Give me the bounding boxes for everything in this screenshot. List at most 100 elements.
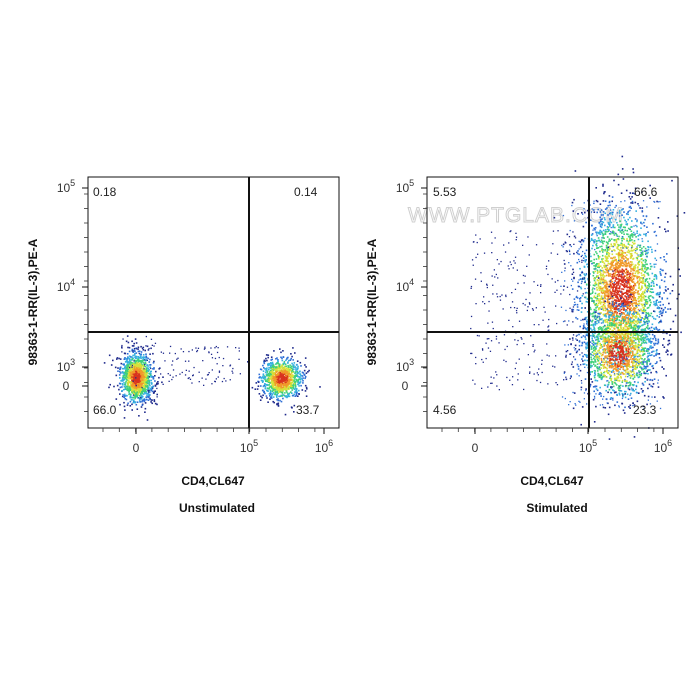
event-dot [294, 371, 297, 373]
event-dot [642, 297, 645, 299]
event-dot [651, 272, 654, 275]
event-dot [601, 248, 603, 250]
event-dot [597, 208, 599, 211]
event-dot [584, 280, 586, 282]
event-dot [607, 262, 610, 265]
event-dot [595, 265, 597, 267]
event-dot [134, 368, 136, 371]
event-dot [130, 374, 133, 377]
event-dot [622, 256, 624, 258]
event-dot [262, 385, 265, 388]
event-dot [629, 285, 631, 287]
event-dot [138, 377, 140, 380]
event-dot [154, 375, 156, 377]
event-dot [295, 393, 298, 395]
event-dot [282, 374, 285, 376]
event-dot [138, 374, 140, 376]
event-dot [600, 239, 603, 242]
event-dot [637, 255, 640, 258]
event-dot [631, 236, 634, 238]
event-dot [238, 358, 240, 360]
event-dot [124, 357, 126, 359]
event-dot [275, 363, 277, 365]
event-dot [632, 257, 635, 260]
event-dot [276, 366, 278, 369]
event-dot [634, 361, 637, 363]
event-dot [180, 348, 182, 350]
event-dot [617, 224, 619, 226]
event-dot [133, 354, 136, 356]
event-dot [637, 300, 640, 303]
event-dot [134, 350, 136, 353]
event-dot [579, 298, 581, 300]
event-dot [566, 233, 569, 236]
event-dot [132, 386, 134, 389]
event-dot [277, 387, 280, 390]
event-dot [145, 373, 148, 375]
event-dot [609, 233, 612, 235]
event-dot [629, 279, 632, 281]
event-dot [623, 360, 626, 362]
event-dot [133, 360, 135, 362]
event-dot [613, 320, 615, 323]
event-dot [115, 398, 118, 400]
event-dot [147, 394, 150, 396]
event-dot [604, 224, 606, 227]
event-dot [599, 269, 602, 272]
event-dot [124, 382, 127, 384]
event-dot [643, 342, 646, 344]
event-dot [601, 218, 603, 220]
event-dot [626, 276, 629, 279]
event-dot [597, 285, 600, 287]
event-dot [618, 210, 621, 212]
event-dot [144, 365, 147, 368]
event-dot [262, 377, 265, 380]
event-dot [142, 386, 145, 389]
event-dot [616, 316, 619, 319]
event-dot [270, 364, 273, 367]
event-dot [604, 233, 607, 235]
event-dot [126, 368, 129, 370]
event-dot [265, 368, 268, 371]
event-dot [135, 360, 138, 362]
event-dot [285, 383, 287, 385]
event-dot [127, 384, 129, 387]
event-dot [138, 350, 141, 352]
event-dot [269, 364, 272, 367]
event-dot [626, 254, 628, 256]
event-dot [642, 307, 645, 309]
event-dot [270, 362, 272, 364]
event-dot [269, 365, 272, 368]
event-dot [597, 299, 600, 302]
event-dot [643, 372, 645, 375]
event-dot [642, 405, 645, 408]
event-dot [130, 381, 132, 384]
event-dot [136, 372, 138, 375]
event-dot [626, 233, 628, 235]
event-dot [121, 367, 124, 370]
event-dot [626, 213, 628, 215]
event-dot [633, 282, 636, 285]
event-dot [606, 256, 608, 258]
event-dot [148, 386, 150, 389]
event-dot [607, 309, 609, 312]
event-dot [274, 384, 277, 386]
event-dot [272, 386, 274, 389]
event-dot [605, 314, 608, 317]
event-dot [597, 279, 599, 282]
event-dot [126, 381, 129, 384]
event-dot [614, 338, 616, 341]
event-dot [282, 356, 285, 358]
event-dot [187, 377, 189, 380]
event-dot [139, 401, 142, 403]
event-dot [267, 354, 270, 356]
event-dot [267, 401, 269, 403]
event-dot [618, 290, 620, 292]
event-dot [217, 347, 219, 349]
event-dot [292, 385, 295, 387]
event-dot [276, 374, 278, 376]
event-dot [593, 277, 595, 280]
event-dot [130, 365, 133, 367]
event-dot [595, 244, 597, 246]
event-dot [623, 286, 626, 289]
